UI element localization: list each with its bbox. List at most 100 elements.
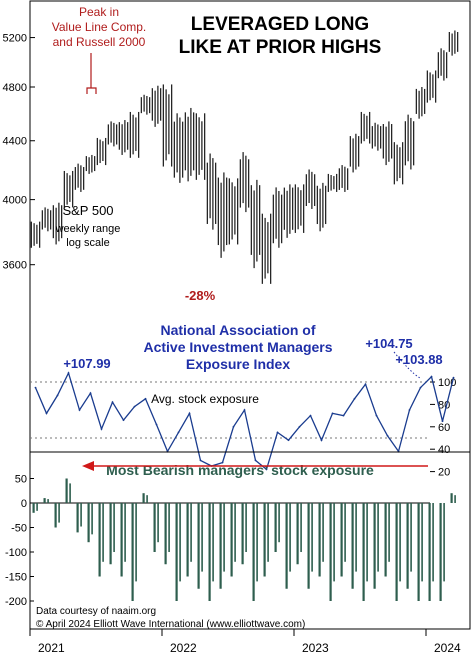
exposure-point-2021-12: [155, 423, 158, 426]
sp-label: S&P 500: [62, 203, 113, 218]
bearish-bar-2024-03: [450, 493, 453, 503]
exposure-tick-label-40: 40: [438, 444, 450, 456]
bearish-bar-2022-03: [186, 503, 189, 577]
price-tick-label-4000: 4000: [3, 195, 27, 207]
exposure-point-2022-12: [287, 439, 290, 442]
bearish-bar-2021-06-b: [91, 503, 93, 535]
chart-frame: [29, 0, 471, 630]
bearish-bar-2022-04-b: [201, 503, 203, 572]
bearish-bar-2021-08: [109, 503, 112, 565]
bearish-bar-2022-12-b: [289, 503, 291, 572]
bearish-bar-2022-06: [219, 503, 222, 589]
bearish-bar-2021-11-b: [146, 495, 148, 503]
x-tick-label-2022: 2022: [170, 641, 197, 655]
bearish-bar-2022-01: [164, 503, 167, 565]
x-tick-label-2024: 2024: [434, 641, 461, 655]
exposure-point-2024-02: [441, 420, 444, 423]
bearish-bar-2021-07: [98, 503, 101, 577]
bearish-tick-label-0: 0: [21, 498, 27, 510]
naaim-title-line3: Exposure Index: [186, 356, 290, 372]
drawdown-label: -28%: [185, 288, 216, 303]
exposure-point-2021-01: [34, 386, 37, 389]
exposure-point-2021-03: [56, 394, 59, 397]
exposure-tick-label-20: 20: [438, 467, 450, 479]
exposure-point-2021-02: [45, 412, 48, 415]
exposure-point-2022-09: [254, 459, 257, 462]
bearish-bar-2021-03-b: [58, 503, 60, 523]
bearish-tick-label--50: -50: [11, 523, 27, 535]
bearish-bar-2021-09: [120, 503, 123, 577]
exposure-point-2021-06: [89, 392, 92, 395]
bearish-bar-2021-12: [153, 503, 156, 552]
bearish-bar-2021-10-b: [135, 503, 137, 582]
bearish-bar-2023-05: [340, 503, 343, 577]
exposure-point-2021-07: [100, 428, 103, 430]
naaim-title-line1: National Association of: [160, 322, 315, 338]
bearish-bar-2021-04: [65, 478, 68, 503]
bearish-bar-2023-03: [318, 503, 321, 577]
bearish-bar-2024-02-b: [443, 503, 445, 582]
bearish-bar-2022-08-b: [245, 503, 247, 552]
bearish-bar-2021-01-b: [36, 503, 38, 511]
bearish-bar-2024-02: [439, 503, 442, 601]
peak-annotation-line3: and Russell 2000: [53, 35, 146, 49]
bearish-bar-2023-06: [351, 503, 354, 589]
bearish-bar-2021-11: [142, 493, 145, 503]
bearish-bar-2022-10: [263, 503, 266, 577]
exposure-point-2021-04: [67, 372, 70, 374]
exposure-point-2022-02: [177, 431, 180, 434]
bearish-bar-2022-06-b: [223, 503, 225, 572]
sp-sublabel-scale: log scale: [66, 237, 109, 249]
bearish-bar-2021-01: [32, 503, 35, 513]
naaim-title-line2: Active Investment Managers: [143, 339, 332, 355]
price-axis: 3600 4000 4400 4800 5200: [3, 33, 35, 272]
source-line2: © April 2024 Elliott Wave International …: [36, 619, 305, 630]
bearish-bar-2022-09: [252, 503, 255, 601]
exposure-point-2023-11: [408, 409, 411, 411]
sp-sublabel-range: weekly range: [55, 223, 121, 235]
avg-label: Avg. stock exposure: [151, 392, 259, 406]
bearish-bar-2021-09-b: [124, 503, 126, 562]
bearish-bars: [32, 478, 456, 601]
exposure-point-2021-10: [133, 405, 136, 408]
exposure-point-2024-03: [452, 376, 455, 379]
chart-title-line1: LEVERAGED LONG: [191, 14, 369, 35]
bearish-bar-2023-12-b: [421, 503, 423, 582]
bearish-bar-2022-11: [274, 503, 277, 552]
bearish-bar-2022-04: [197, 503, 200, 589]
bearish-bar-2023-02-b: [311, 503, 313, 572]
bearish-title: Most Bearish managers’ stock exposure: [106, 462, 374, 478]
bearish-bar-2023-11-b: [410, 503, 412, 572]
exposure-series-line: [34, 371, 455, 471]
bearish-bar-2022-10-b: [267, 503, 269, 562]
exposure-point-2023-05: [342, 414, 345, 417]
bearish-bar-2022-09-b: [256, 503, 258, 582]
bearish-bar-2023-06-b: [355, 503, 357, 572]
bearish-bar-2021-02: [43, 498, 46, 503]
chart-title-line2: LIKE AT PRIOR HIGHS: [179, 37, 382, 58]
bearish-bar-2023-07-b: [366, 503, 368, 582]
bearish-bar-2022-07-b: [234, 503, 236, 562]
bearish-bar-2023-07: [362, 503, 365, 601]
bearish-bar-2023-01: [296, 503, 299, 565]
bearish-bar-2024-01: [428, 503, 431, 601]
arrow-head: [82, 461, 94, 471]
exposure-point-2023-06: [353, 397, 356, 400]
source-line1: Data courtesy of naaim.org: [36, 606, 156, 617]
bearish-bar-2022-11-b: [278, 503, 280, 543]
bearish-bar-2023-12: [417, 503, 420, 601]
bearish-tick-label--200: -200: [5, 596, 27, 608]
exposure-point-2021-08: [111, 401, 114, 404]
exposure-point-2022-03: [188, 412, 191, 415]
x-tick-label-2021: 2021: [38, 641, 65, 655]
exposure-point-2023-03: [320, 439, 323, 442]
bearish-bar-2021-12-b: [157, 503, 159, 543]
bearish-bar-2023-03-b: [322, 503, 324, 562]
bearish-bar-2023-02: [307, 503, 310, 589]
bearish-bar-2022-03-b: [190, 503, 192, 562]
bearish-bar-2021-02-b: [47, 499, 49, 503]
bearish-bar-2021-03: [54, 503, 57, 528]
exposure-point-2023-12: [419, 386, 422, 389]
bearish-bar-2023-01-b: [300, 503, 302, 552]
price-tick-label-3600: 3600: [3, 260, 27, 272]
